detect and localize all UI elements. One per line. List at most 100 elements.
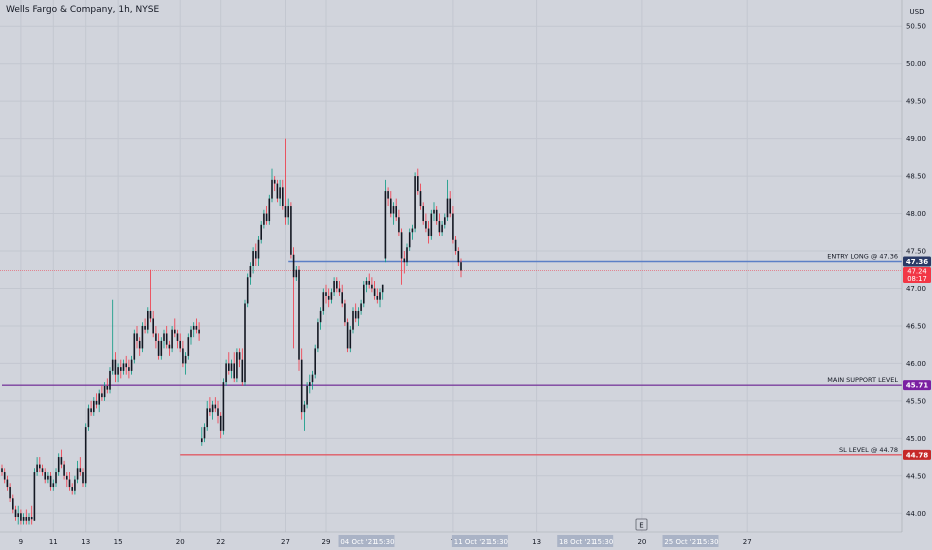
candle-body: [82, 472, 84, 484]
candle-body: [365, 280, 368, 285]
candle-body: [171, 329, 173, 349]
currency-label: USD: [910, 8, 925, 16]
candle-body: [201, 438, 203, 443]
candle-body: [217, 408, 219, 416]
time-tick-label: 27: [743, 538, 752, 546]
candle-body: [279, 187, 281, 199]
price-tick-label: 46.50: [906, 322, 926, 330]
candle-body: [360, 303, 362, 311]
candle-body: [338, 288, 341, 293]
time-tick-label: 13: [532, 538, 541, 546]
candle-body: [327, 295, 330, 300]
candle-body: [160, 340, 163, 356]
candle-body: [238, 352, 241, 360]
candle-body: [344, 303, 346, 323]
candle-body: [149, 310, 152, 319]
candle-body: [93, 400, 95, 413]
candle-body: [190, 329, 192, 338]
candle-body: [411, 228, 414, 233]
time-tick-label: 9: [19, 538, 23, 546]
candle-body: [354, 310, 357, 319]
candle-body: [87, 408, 90, 428]
candle-body: [392, 206, 395, 214]
candle-body: [6, 479, 9, 488]
candle-body: [314, 348, 316, 375]
candle-body: [47, 475, 49, 480]
candle-body: [182, 348, 184, 364]
candle-body: [184, 355, 187, 364]
candle-body: [333, 280, 335, 293]
candle-body: [103, 385, 106, 398]
candle-body: [330, 292, 333, 300]
candle-body: [249, 266, 252, 278]
candle-body: [408, 232, 411, 248]
candle-body: [322, 292, 325, 311]
candle-body: [209, 408, 211, 413]
candle-body: [390, 198, 392, 214]
time-tick-label: 20: [176, 538, 185, 546]
candle-body: [168, 344, 171, 349]
candle-body: [260, 224, 262, 240]
candle-body: [246, 277, 249, 304]
candle-body: [349, 329, 352, 349]
candle-body: [128, 367, 130, 371]
last-price-text: 47.24: [907, 267, 926, 275]
candle-body: [76, 468, 79, 480]
date-range-marker: [662, 535, 719, 547]
price-tick-label: 49.00: [906, 135, 926, 143]
candle-body: [417, 176, 419, 192]
candle-body: [311, 374, 314, 383]
candle-body: [84, 427, 87, 484]
candle-body: [74, 479, 76, 491]
candle-body: [25, 517, 28, 521]
date-range-time: 15:30: [488, 538, 508, 546]
candle-body: [117, 367, 119, 375]
candle-body: [41, 468, 44, 473]
date-range-marker: [451, 535, 508, 547]
time-tick-label: 15: [114, 538, 123, 546]
level-label: MAIN SUPPORT LEVEL: [827, 376, 898, 384]
candle-body: [371, 284, 373, 289]
date-range-date: 18 Oct '21: [559, 538, 595, 546]
level-price-badge: [903, 380, 931, 391]
level-label: SL LEVEL @ 44.78: [839, 446, 898, 454]
candle-body: [147, 310, 149, 330]
candle-body: [9, 487, 11, 499]
candle-body: [120, 367, 122, 371]
candle-body: [444, 217, 446, 225]
candle-body: [133, 333, 136, 360]
countdown-text: 08:17: [907, 275, 927, 283]
candle-body: [141, 325, 144, 349]
candle-body: [422, 206, 424, 222]
auto-scale-button[interactable]: [635, 518, 648, 531]
date-range-date: 25 Oct '21: [664, 538, 700, 546]
price-tick-label: 50.00: [906, 60, 926, 68]
candle-body: [33, 472, 36, 521]
candle-body: [306, 385, 308, 405]
candle-body: [20, 513, 22, 521]
candle-body: [398, 217, 400, 233]
level-price-text: 45.71: [906, 382, 928, 390]
candle-body: [3, 472, 6, 480]
candle-body: [66, 475, 68, 480]
candle-body: [282, 187, 284, 207]
date-range-time: 15:30: [698, 538, 718, 546]
candle-body: [255, 251, 257, 259]
chart-title: Wells Fargo & Company, 1h, NYSE: [6, 5, 160, 15]
candle-body: [12, 498, 14, 510]
candle-body: [52, 483, 55, 488]
candle-body: [179, 340, 181, 349]
candle-body: [22, 517, 25, 521]
candle-body: [317, 322, 319, 349]
candle-body: [257, 239, 260, 259]
candle-body: [14, 509, 17, 518]
candle-body: [363, 284, 365, 304]
candle-body: [271, 179, 273, 199]
candle-body: [379, 292, 381, 300]
candle-body: [268, 198, 271, 222]
candle-body: [36, 464, 38, 473]
candle-body: [376, 295, 379, 300]
candle-body: [79, 468, 82, 473]
candle-body: [325, 292, 327, 296]
